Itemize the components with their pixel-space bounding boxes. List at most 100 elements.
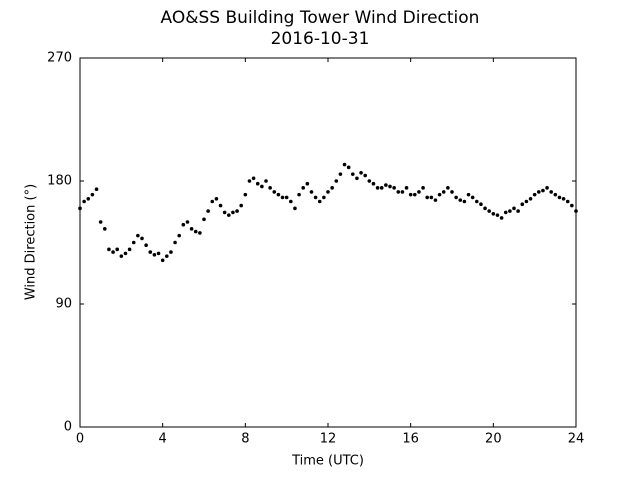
point [94,187,99,191]
point [491,212,496,216]
point [384,183,388,187]
point [119,254,124,258]
point [557,195,562,200]
point [371,181,376,186]
point [148,250,153,254]
point [359,171,363,175]
point [189,227,194,231]
point [532,192,537,197]
point [115,247,119,252]
point [413,192,417,197]
point [326,190,330,194]
point [131,240,136,245]
y-tick-label: 0 [64,420,72,435]
point [301,186,306,190]
x-tick-label: 20 [485,432,502,447]
point [231,210,235,215]
point [470,195,475,200]
y-tick-label: 90 [55,297,72,312]
point [313,195,318,200]
point [367,179,372,183]
point [516,209,520,213]
point [235,209,239,213]
point [284,195,289,200]
point [429,195,434,200]
point [346,165,351,170]
point [553,192,558,197]
point [289,199,293,204]
point [458,198,463,202]
point [466,192,471,197]
x-tick-label: 12 [320,432,337,447]
y-axis-label: Wind Direction (°) [24,184,39,300]
point [177,233,181,238]
point [545,186,549,190]
point [342,162,347,167]
point [351,172,355,176]
point [479,202,483,207]
x-tick-label: 8 [241,432,249,447]
point [404,186,409,190]
point [392,186,396,190]
point [417,190,421,194]
point [152,253,157,257]
point [280,195,285,200]
point [388,184,392,189]
point [181,222,186,227]
point [565,199,570,204]
x-axis-label: Time (UTC) [291,454,364,469]
point [218,203,223,208]
point [123,251,128,256]
plot-frame [79,57,577,428]
point [508,209,512,213]
point [541,188,545,193]
point [239,203,243,208]
point [202,217,206,222]
point [379,186,384,190]
point [165,254,169,258]
point [210,199,215,204]
point [193,229,198,234]
point [462,199,467,204]
point [475,199,479,204]
point [503,210,508,215]
point [446,186,450,190]
point [156,251,161,256]
point [574,209,578,213]
point [512,206,516,211]
point [127,247,132,252]
point [227,213,231,217]
point [322,195,326,200]
point [524,199,529,204]
point [297,192,301,197]
point [305,181,310,186]
point [169,250,173,254]
point [495,213,500,217]
point [206,209,210,213]
point [251,176,256,181]
point [425,195,430,200]
point [264,179,268,183]
point [520,202,525,207]
point [82,199,86,204]
point [487,209,492,213]
point [433,198,438,202]
y-tick-label: 270 [47,51,72,66]
point [260,184,264,189]
x-tick-label: 24 [568,432,585,447]
point [309,190,314,194]
point [255,181,260,186]
point [173,240,177,245]
point [222,210,227,215]
point [198,231,202,235]
point [549,190,553,194]
point [375,186,380,190]
point [499,216,504,220]
point [103,227,107,231]
point [276,192,281,197]
point [408,192,413,197]
point [268,186,272,190]
point [214,196,219,201]
point [247,179,252,183]
point [272,190,277,194]
